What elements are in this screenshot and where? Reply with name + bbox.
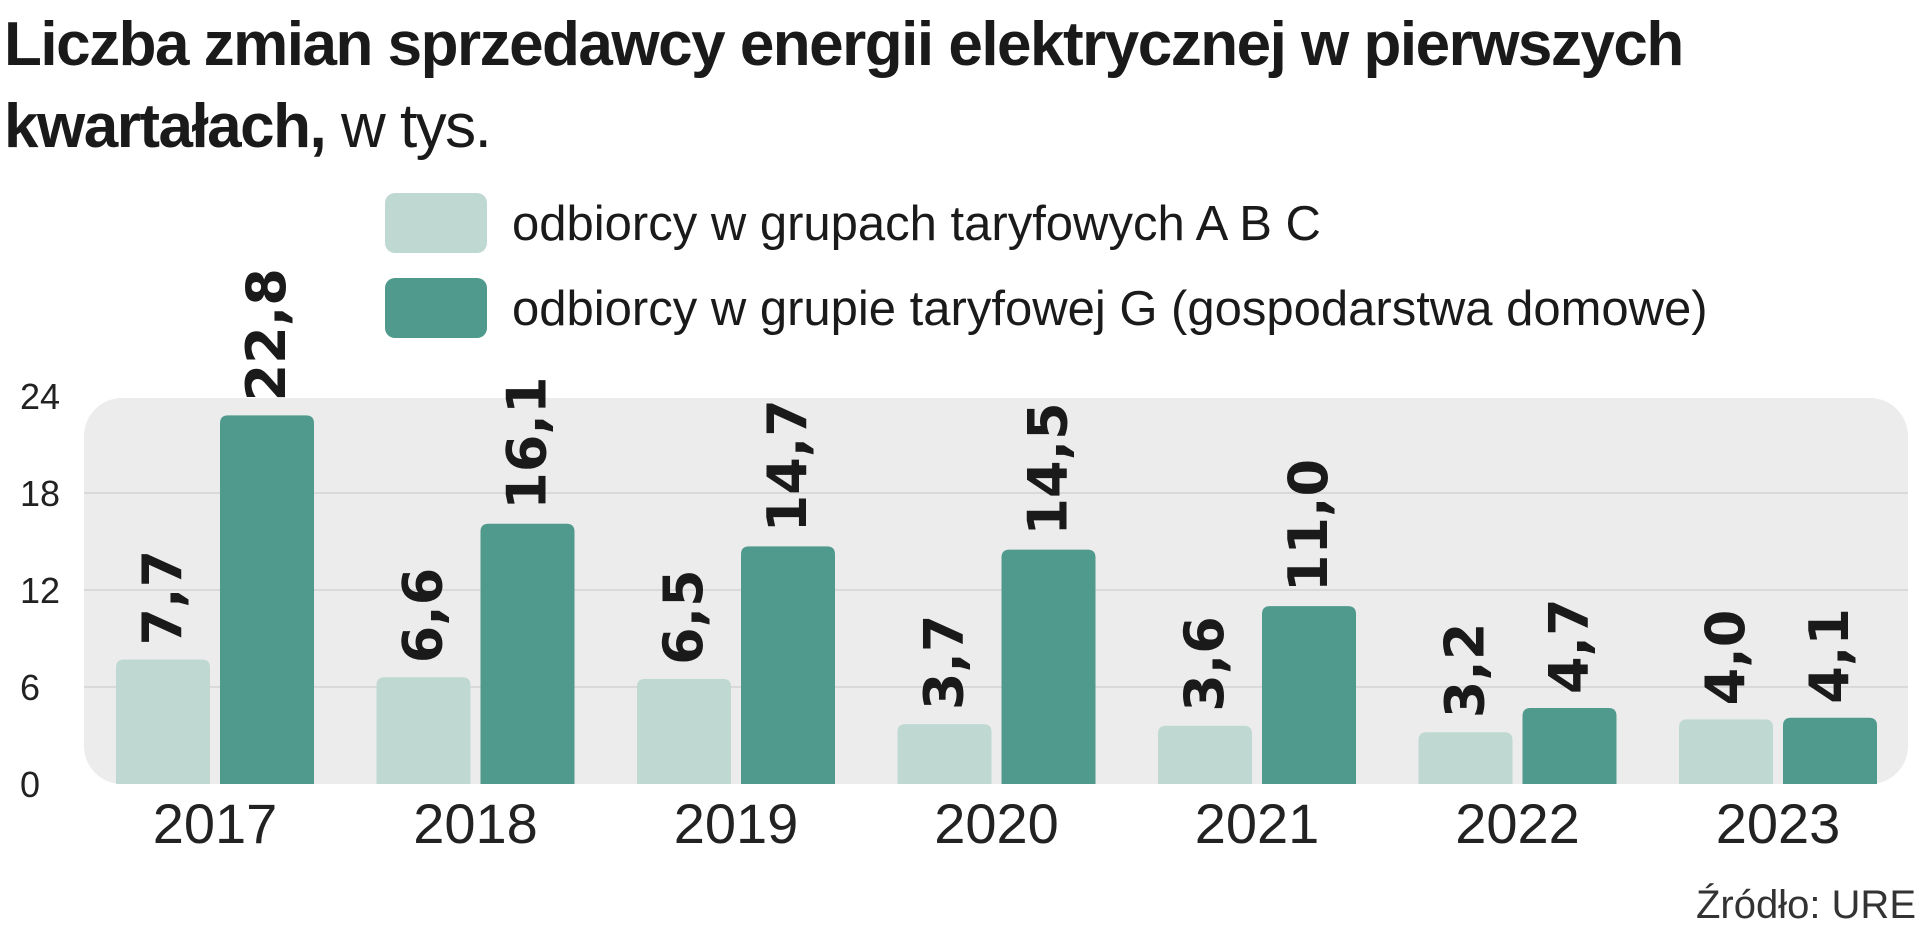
value-label: 4,0: [1694, 610, 1757, 706]
bar-abc: [1679, 719, 1773, 784]
bar-g: [220, 415, 314, 784]
bar-g: [1001, 549, 1096, 784]
legend-label-g: odbiorcy w grupie taryfowej G (gospodars…: [512, 282, 1708, 336]
chart-title: Liczba zmian sprzedawcy energii elektryc…: [4, 4, 1884, 168]
legend-swatch-g: [385, 278, 487, 338]
bar-abc: [637, 678, 731, 784]
value-label: 7,7: [131, 550, 194, 646]
value-label: 22,8: [235, 268, 298, 401]
source-note: Źródło: URE: [1696, 882, 1916, 927]
value-label: 14,5: [1017, 402, 1080, 535]
value-label: 14,7: [756, 399, 819, 532]
y-tick-label: 12: [20, 570, 60, 611]
y-tick-label: 24: [20, 376, 60, 417]
value-labels: 7,7 22,8 6,6 16,1 6,5 14,7 3,7 14,5 3,6 11,0 3,2 4,…: [131, 268, 1861, 718]
x-tick-label: 2018: [413, 792, 538, 855]
value-label: 6,5: [652, 569, 715, 665]
bar-abc: [116, 659, 210, 784]
bar-g: [1783, 717, 1877, 784]
legend: odbiorcy w grupach taryfowych A B C odbio…: [385, 193, 1708, 338]
x-tick-label: 2021: [1195, 792, 1320, 855]
x-axis: 2017 2018 2019 2020 2021 2022 2023: [153, 792, 1841, 855]
x-tick-label: 2017: [153, 792, 278, 855]
bar-abc: [1158, 725, 1252, 784]
bar-abc: [1418, 732, 1513, 784]
value-label: 3,6: [1173, 616, 1236, 712]
bar-abc: [376, 677, 471, 784]
value-label: 11,0: [1277, 459, 1340, 592]
x-tick-label: 2020: [934, 792, 1059, 855]
bar-abc: [897, 724, 992, 784]
value-label: 16,1: [496, 376, 559, 509]
bar-g: [480, 523, 575, 784]
bar-g: [1522, 708, 1617, 784]
value-label: 6,6: [392, 568, 455, 664]
y-tick-label: 18: [20, 473, 60, 514]
legend-label-abc: odbiorcy w grupach taryfowych A B C: [512, 197, 1321, 251]
y-axis: 0 6 12 18 24: [20, 376, 60, 805]
y-tick-label: 6: [20, 667, 40, 708]
chart-title-unit: w tys.: [325, 92, 492, 161]
value-label: 4,7: [1538, 598, 1601, 694]
value-label: 3,7: [913, 615, 976, 711]
x-tick-label: 2019: [674, 792, 799, 855]
chart-title-main: Liczba zmian sprzedawcy energii elektryc…: [4, 10, 1684, 161]
x-tick-label: 2023: [1716, 792, 1841, 855]
bar-g: [1262, 606, 1356, 784]
bars: [116, 415, 1877, 784]
value-label: 3,2: [1434, 623, 1497, 719]
y-tick-label: 0: [20, 764, 40, 805]
legend-swatch-abc: [385, 193, 487, 253]
value-label: 4,1: [1798, 608, 1861, 704]
x-tick-label: 2022: [1455, 792, 1580, 855]
bar-g: [741, 546, 835, 784]
